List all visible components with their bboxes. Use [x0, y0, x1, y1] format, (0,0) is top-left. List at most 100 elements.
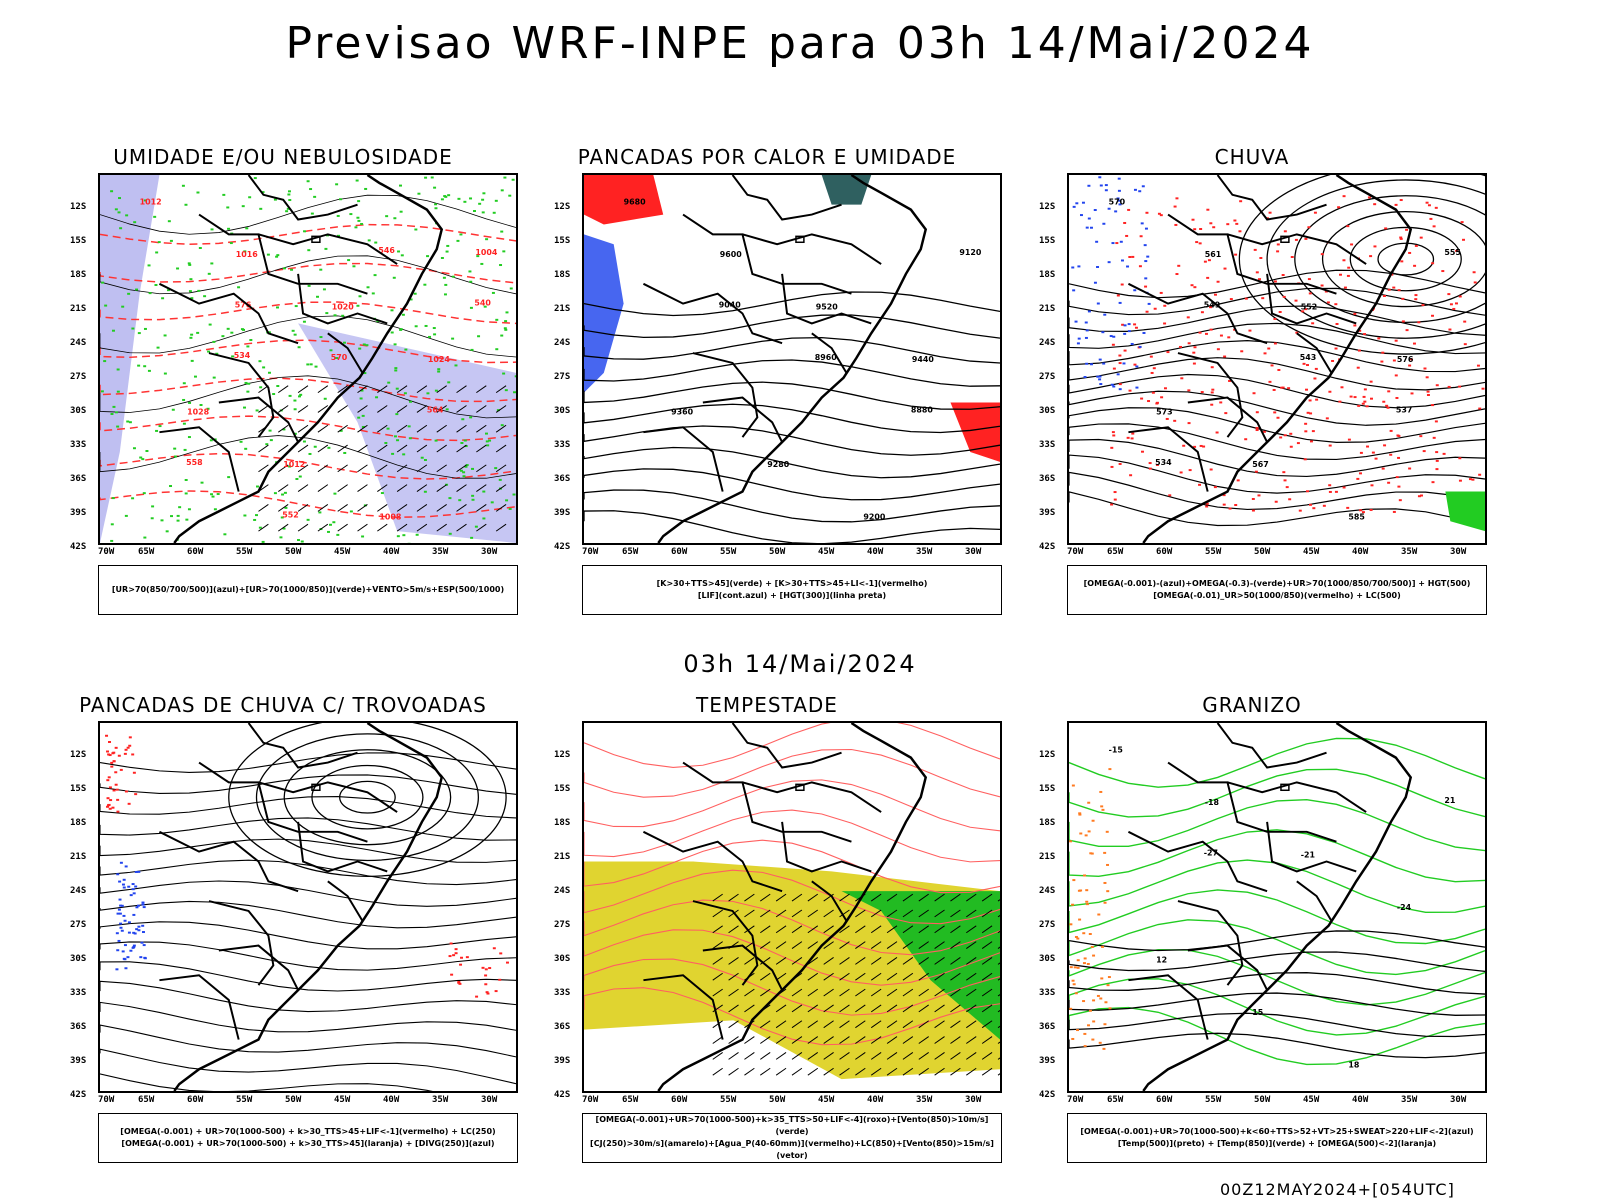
legend-line: [LIF](cont.azul) + [HGT(300)](linha pret…: [697, 591, 887, 600]
lat-tick-label: 36S: [70, 474, 87, 484]
svg-text:9600: 9600: [720, 250, 743, 259]
forecast-map: -15 -18 -21 -24 12 15 18 21 -27: [1067, 721, 1487, 1093]
lon-tick-label: 60W: [1156, 1095, 1173, 1105]
lon-tick-label: 55W: [236, 1095, 253, 1105]
svg-text:21: 21: [1444, 796, 1455, 805]
lat-tick-label: 36S: [70, 1022, 87, 1032]
lon-tick-label: 60W: [671, 1095, 688, 1105]
lat-tick-label: 24S: [1039, 886, 1056, 896]
lat-tick-label: 15S: [554, 236, 571, 246]
lat-tick-label: 12S: [554, 202, 571, 212]
lon-tick-label: 65W: [622, 547, 639, 557]
svg-text:552: 552: [282, 510, 299, 519]
lon-tick-label: 55W: [720, 1095, 737, 1105]
panel-storm: TEMPESTADE 12S 15S 18S 21S 24S 27S 30S 33S 36S 39S…: [532, 693, 1002, 1163]
forecast-map: 570 561 552 576 573 567 585 555 549 543 537 534: [1067, 173, 1487, 545]
svg-text:15: 15: [1252, 1008, 1263, 1017]
panel-rain: CHUVA 12S 15S 18S 21S 24S 27S 30S 33S 36S 39S 42S 70…: [1017, 145, 1487, 615]
legend-line: [K>30+TTS>45](verde) + [K>30+TTS>45+LI<-…: [656, 579, 928, 588]
panel-legend: [OMEGA(-0.001)+UR>70(1000-500)+k<60+TTS>…: [1067, 1113, 1487, 1163]
lat-tick-label: 18S: [554, 270, 571, 280]
svg-text:534: 534: [1155, 458, 1172, 467]
lat-tick-label: 21S: [1039, 304, 1056, 314]
lat-tick-label: 33S: [554, 988, 571, 998]
svg-text:537: 537: [1396, 405, 1413, 414]
lon-tick-label: 70W: [582, 547, 599, 557]
svg-text:546: 546: [378, 246, 395, 255]
lon-tick-label: 35W: [1401, 547, 1418, 557]
lat-tick-label: 33S: [1039, 440, 1056, 450]
lat-tick-label: 39S: [554, 1056, 571, 1066]
lat-tick-label: 24S: [554, 338, 571, 348]
panel-title: GRANIZO: [1202, 693, 1302, 717]
lon-tick-label: 30W: [1450, 1095, 1467, 1105]
panel-heat-showers: PANCADAS POR CALOR E UMIDADE 12S 15S 18S 21S…: [532, 145, 1002, 615]
lat-tick-label: 42S: [554, 1090, 571, 1100]
svg-text:576: 576: [235, 301, 252, 310]
panel-legend: [UR>70(850/700/500)](azul)+[UR>70(1000/8…: [98, 565, 518, 615]
lat-tick-label: 18S: [70, 818, 87, 828]
lat-tick-label: 15S: [1039, 784, 1056, 794]
forecast-time-label: 03h 14/Mai/2024: [683, 650, 917, 678]
lat-tick-label: 42S: [1039, 1090, 1056, 1100]
map-canvas: 570 561 552 576 573 567 585 555 549 543 537 534: [1069, 175, 1485, 543]
lon-tick-label: 30W: [481, 547, 498, 557]
lat-tick-label: 42S: [70, 1090, 87, 1100]
lat-tick-label: 39S: [70, 508, 87, 518]
svg-text:540: 540: [474, 299, 491, 308]
lat-tick-label: 30S: [1039, 954, 1056, 964]
svg-text:9200: 9200: [863, 512, 886, 521]
forecast-map: [98, 721, 518, 1093]
svg-text:552: 552: [1301, 303, 1318, 312]
svg-text:-21: -21: [1301, 851, 1315, 860]
lon-tick-label: 45W: [1303, 547, 1320, 557]
forecast-map: 1012 1016 1020 1024 1028 1012 1008 1004 576 570 56…: [98, 173, 518, 545]
lat-tick-label: 12S: [70, 202, 87, 212]
lat-tick-label: 39S: [70, 1056, 87, 1066]
svg-text:564: 564: [427, 405, 444, 414]
legend-line: [OMEGA(-0.01)_UR>50(1000/850)(vermelho) …: [1153, 591, 1401, 600]
lon-tick-label: 60W: [187, 547, 204, 557]
lat-tick-label: 24S: [554, 886, 571, 896]
svg-text:1020: 1020: [332, 303, 355, 312]
legend-line: [OMEGA(-0.001)+UR>70(1000-500)+k>35_TTS>…: [595, 1115, 989, 1136]
map-canvas: [100, 723, 516, 1091]
main-title: Previsao WRF-INPE para 03h 14/Mai/2024: [285, 18, 1315, 69]
lon-tick-label: 40W: [383, 547, 400, 557]
legend-line: [Temp(500)](preto) + [Temp(850)](verde) …: [1117, 1139, 1437, 1148]
lat-tick-label: 24S: [1039, 338, 1056, 348]
lat-tick-label: 39S: [554, 508, 571, 518]
lon-tick-label: 40W: [867, 1095, 884, 1105]
svg-text:1004: 1004: [475, 248, 498, 257]
lat-tick-label: 30S: [70, 954, 87, 964]
svg-text:585: 585: [1348, 512, 1365, 521]
lat-tick-label: 27S: [554, 372, 571, 382]
lat-tick-label: 24S: [70, 886, 87, 896]
svg-text:9120: 9120: [959, 248, 982, 257]
lat-tick-label: 15S: [70, 236, 87, 246]
svg-text:9520: 9520: [816, 303, 839, 312]
svg-text:1008: 1008: [379, 512, 402, 521]
lat-tick-label: 18S: [70, 270, 87, 280]
panel-legend: [OMEGA(-0.001)+UR>70(1000-500)+k>35_TTS>…: [582, 1113, 1002, 1163]
lon-tick-label: 35W: [1401, 1095, 1418, 1105]
lat-tick-label: 33S: [70, 440, 87, 450]
legend-line: [OMEGA(-0.001)+UR>70(1000-500)+k<60+TTS>…: [1080, 1127, 1474, 1136]
lat-tick-label: 36S: [1039, 1022, 1056, 1032]
lat-tick-label: 36S: [1039, 474, 1056, 484]
legend-line: [CJ(250)>30m/s](amarelo)+[Agua_P(40-60mm…: [590, 1139, 994, 1160]
lat-tick-label: 30S: [1039, 406, 1056, 416]
panel-title: UMIDADE E/OU NEBULOSIDADE: [113, 145, 453, 169]
lon-tick-label: 40W: [1352, 547, 1369, 557]
lat-tick-label: 33S: [1039, 988, 1056, 998]
panel-legend: [K>30+TTS>45](verde) + [K>30+TTS>45+LI<-…: [582, 565, 1002, 615]
svg-text:567: 567: [1252, 460, 1269, 469]
lon-tick-label: 50W: [769, 1095, 786, 1105]
lon-tick-label: 40W: [1352, 1095, 1369, 1105]
legend-line: [UR>70(850/700/500)](azul)+[UR>70(1000/8…: [111, 585, 505, 594]
svg-text:570: 570: [331, 353, 348, 362]
map-canvas: 1012 1016 1020 1024 1028 1012 1008 1004 576 570 56…: [100, 175, 516, 543]
lat-tick-label: 33S: [554, 440, 571, 450]
svg-text:1028: 1028: [187, 407, 210, 416]
lat-tick-label: 21S: [70, 852, 87, 862]
